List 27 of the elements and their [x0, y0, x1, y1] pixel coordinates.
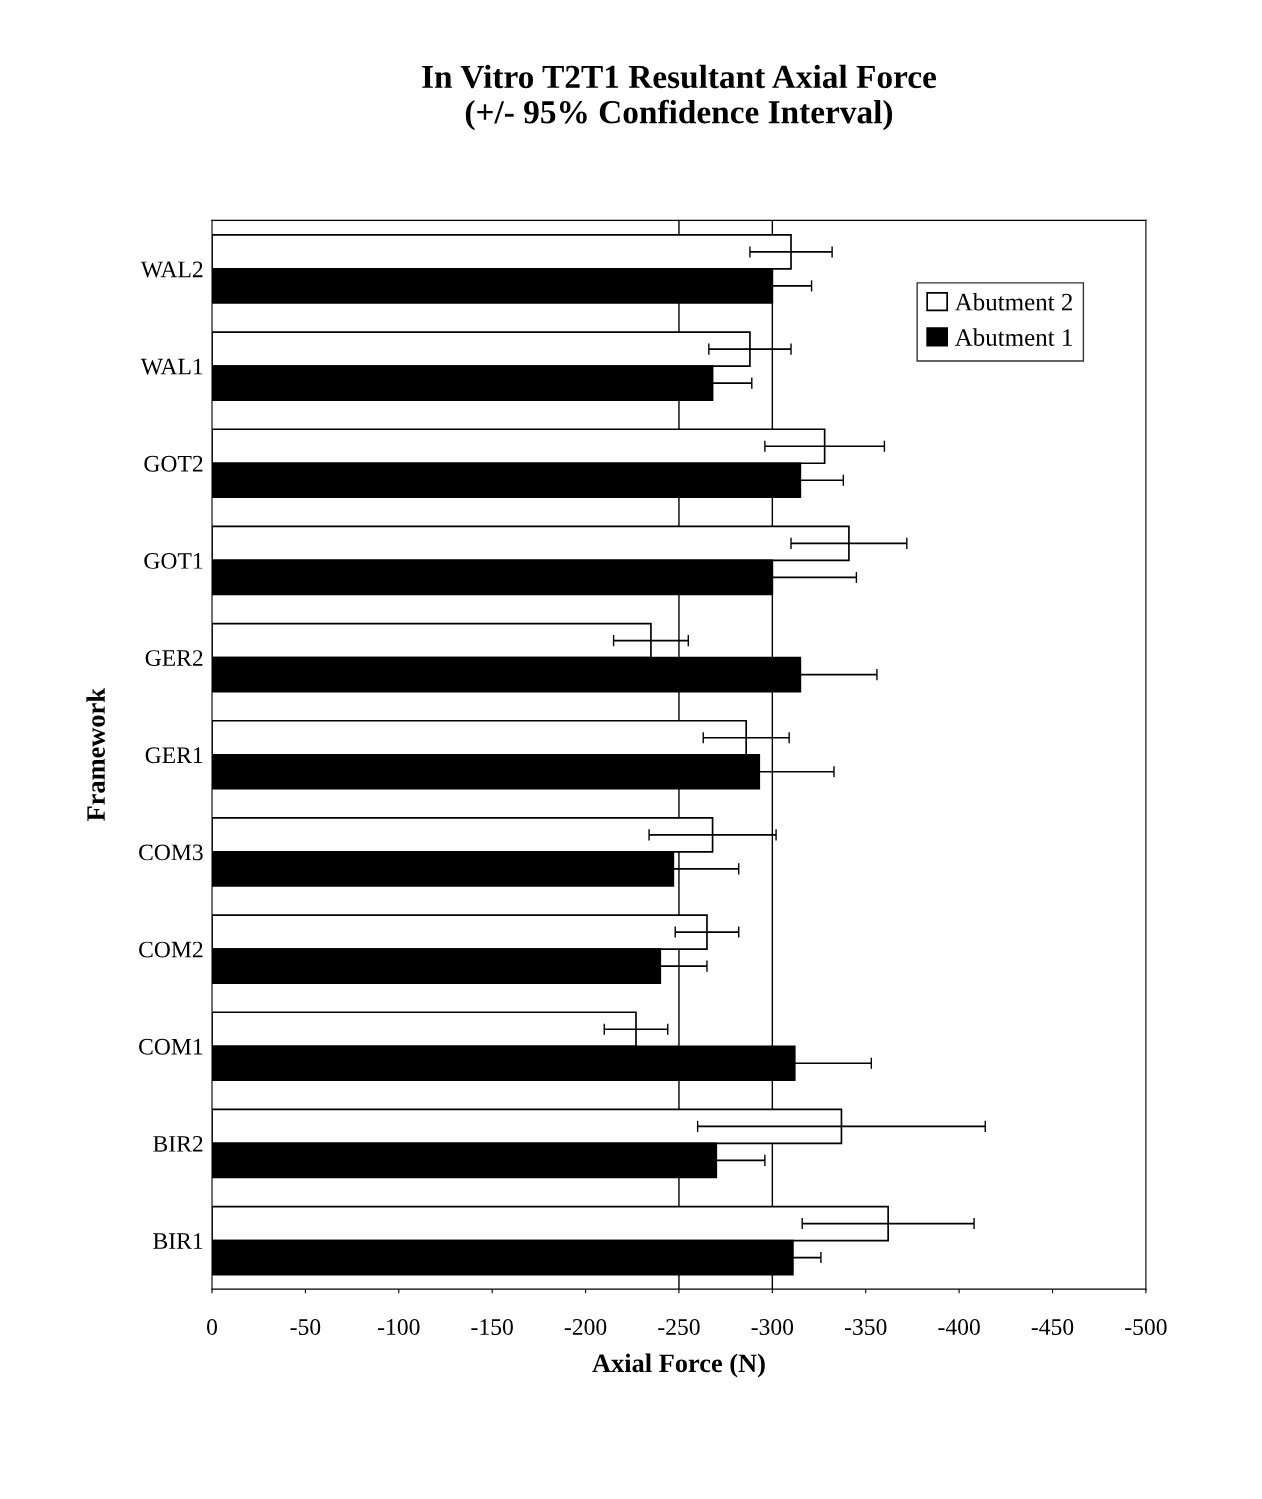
legend-label: Abutment 2	[954, 293, 1073, 311]
y-tick-label: COM1	[139, 1038, 203, 1055]
y-tick-label: WAL2	[140, 261, 203, 278]
y-tick-label: BIR2	[153, 1135, 203, 1152]
y-tick-label: GOT2	[144, 455, 203, 472]
x-tick-label: -200	[564, 1318, 607, 1335]
chart-title: In Vitro T2T1 Resultant Axial Force (+/- 95% Confidence Interval)	[422, 64, 937, 131]
x-tick-label: 0	[207, 1318, 218, 1335]
x-tick-label: -100	[378, 1318, 420, 1335]
x-tick-label: -450	[1031, 1318, 1074, 1335]
legend-label: Abutment 1	[954, 328, 1072, 346]
x-tick-label: -300	[751, 1318, 794, 1335]
y-tick-label: GOT1	[144, 552, 203, 569]
x-tick-label: -250	[658, 1318, 700, 1335]
x-tick-label: -350	[844, 1318, 887, 1335]
x-tick-label: -50	[290, 1318, 321, 1335]
x-tick-label: -150	[471, 1318, 513, 1335]
y-tick-label: GER2	[145, 650, 203, 667]
y-tick-label: COM2	[139, 941, 203, 958]
y-tick-label: BIR1	[153, 1233, 203, 1249]
x-axis-title: Axial Force (N)	[592, 1353, 765, 1378]
y-tick-label: COM3	[139, 844, 203, 861]
x-tick-label: -400	[938, 1318, 980, 1335]
y-tick-label: GER1	[145, 747, 203, 764]
y-axis-title: Framework	[86, 688, 105, 821]
y-tick-label: WAL1	[140, 358, 203, 375]
x-tick-label: -500	[1125, 1318, 1167, 1335]
